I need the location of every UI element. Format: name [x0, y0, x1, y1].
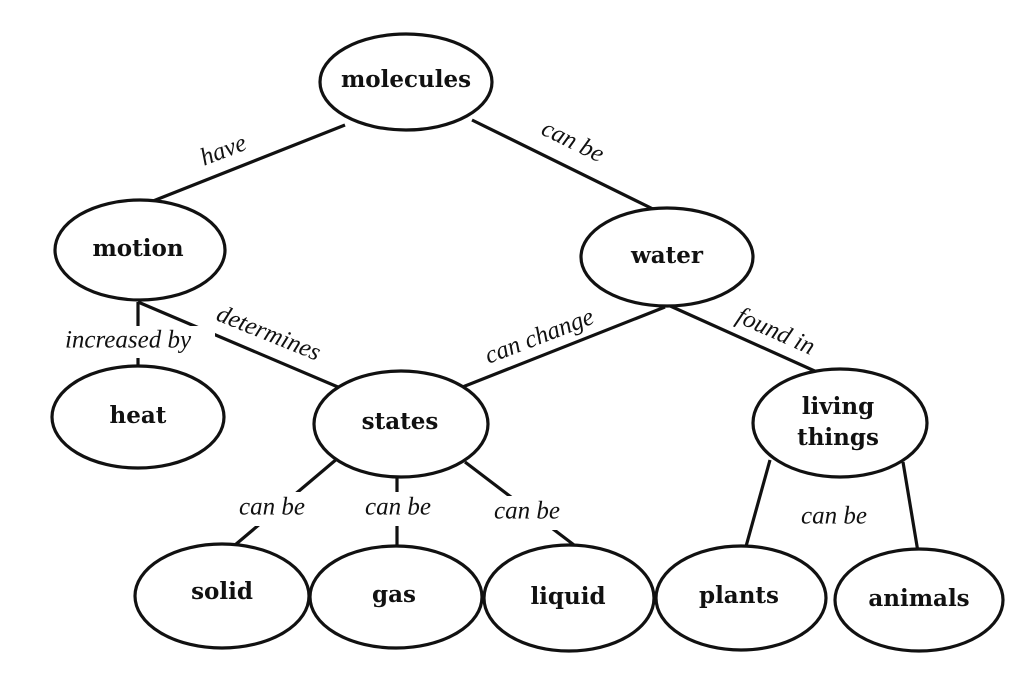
label-states-gas-can-be: can be	[365, 494, 431, 521]
node-molecules-label: molecules	[341, 66, 471, 93]
node-living-things-label-line-2: things	[797, 424, 879, 451]
label-bg-states-gas	[350, 492, 446, 526]
node-heat-label: heat	[110, 402, 167, 429]
node-liquid-label: liquid	[530, 583, 605, 610]
node-gas-label: gas	[372, 581, 416, 608]
node-motion-label: motion	[92, 235, 183, 262]
edge-molecules-water	[471, 118, 656, 212]
edge-living-animals	[901, 461, 920, 553]
node-states: states	[312, 369, 490, 479]
edge-living-plants	[743, 459, 772, 551]
label-living-can-be: can be	[801, 503, 867, 530]
node-animals-label: animals	[868, 585, 969, 612]
label-can-change: can change	[481, 303, 598, 369]
label-molecules-water-can-be: can be	[537, 115, 608, 168]
node-living-things: living things	[751, 367, 929, 479]
node-water-label: water	[630, 242, 704, 269]
node-solid-label: solid	[191, 578, 253, 605]
node-solid: solid	[133, 542, 311, 650]
label-bg-states-liquid	[478, 496, 578, 530]
edge-motion-states	[137, 300, 346, 392]
node-molecules: molecules	[318, 32, 494, 132]
label-increased-by: increased by	[65, 327, 192, 354]
node-plants: plants	[654, 544, 828, 652]
node-heat: heat	[50, 364, 226, 470]
edge-water-states	[459, 305, 666, 390]
label-bg-states-solid	[222, 492, 322, 526]
label-bg-motion-heat	[45, 326, 215, 358]
node-animals: animals	[833, 547, 1005, 653]
node-states-label: states	[362, 408, 439, 435]
node-living-things-label-line-1: living	[802, 393, 874, 420]
edge-molecules-motion	[147, 123, 346, 205]
node-motion: motion	[53, 198, 227, 302]
label-states-solid-can-be: can be	[239, 494, 305, 521]
label-states-liquid-can-be: can be	[494, 498, 560, 525]
node-water: water	[579, 206, 755, 308]
node-gas: gas	[308, 544, 484, 650]
node-plants-label: plants	[699, 582, 779, 609]
edge-water-living	[667, 303, 829, 379]
node-liquid: liquid	[482, 543, 656, 653]
